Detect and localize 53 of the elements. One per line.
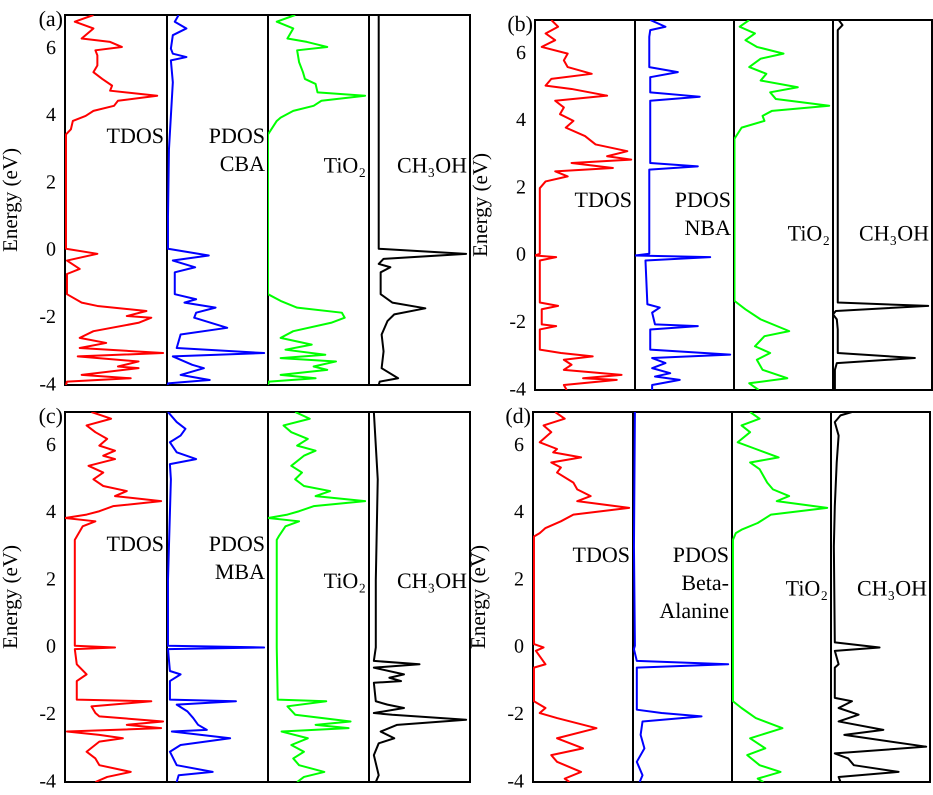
y-tick-label: 4	[516, 109, 526, 132]
y-tick-label: 4	[46, 104, 56, 126]
annotation: TiO₂	[788, 220, 830, 246]
annotation: NBA	[684, 215, 732, 240]
text: (d)	[505, 402, 531, 428]
y-tick-label: 0	[46, 238, 56, 261]
annotation: CH₃OH	[396, 568, 468, 593]
annotation: PDOS	[208, 122, 265, 148]
annotation: CH₃OH	[856, 575, 928, 600]
text: (b)	[507, 10, 533, 36]
y-axis-title: Energy (eV)	[468, 153, 492, 257]
y-tick-label: 0	[46, 636, 56, 658]
y-tick-label: 6	[46, 434, 56, 456]
annotation: TDOS	[572, 542, 630, 568]
text: (c)	[38, 402, 63, 428]
y-tick-label: -4	[509, 378, 526, 400]
y-axis-title: Energy (eV)	[0, 545, 22, 649]
annotation: MBA	[214, 558, 266, 584]
text: (a)	[38, 6, 63, 31]
annotation: TiO₂	[324, 568, 366, 593]
y-axis-title: Energy (eV)	[0, 148, 22, 252]
annotation: TDOS	[106, 530, 164, 556]
annotation: PDOS	[672, 542, 729, 568]
y-tick-label: 4	[514, 501, 524, 524]
annotation: CH₃OH	[858, 220, 930, 246]
y-tick-label: 6	[46, 36, 56, 59]
annotation: TiO₂	[786, 575, 828, 600]
y-axis-title: Energy (eV)	[466, 545, 490, 649]
y-tick-label: 0	[514, 636, 524, 658]
y-tick-label: 4	[46, 501, 56, 524]
annotation: CH₃OH	[396, 152, 468, 178]
y-tick-label: 0	[516, 244, 526, 266]
y-tick-label: 2	[516, 176, 526, 198]
y-tick-label: -2	[509, 310, 526, 333]
y-tick-label: -2	[39, 306, 56, 328]
annotation: Beta-	[681, 570, 729, 596]
annotation: TDOS	[106, 122, 164, 148]
y-tick-label: 2	[46, 568, 56, 590]
y-tick-label: -4	[39, 373, 56, 396]
annotation: PDOS	[674, 187, 731, 212]
annotation: Alanine	[659, 598, 729, 624]
annotation: CBA	[220, 150, 266, 176]
annotation: TDOS	[574, 187, 632, 212]
y-tick-label: 2	[514, 568, 524, 590]
y-tick-label: -2	[39, 702, 56, 725]
y-tick-label: -2	[507, 702, 524, 725]
annotation: PDOS	[208, 530, 265, 556]
y-tick-label: 6	[514, 434, 524, 456]
annotation: TiO₂	[324, 152, 366, 178]
y-tick-label: -4	[507, 770, 524, 792]
y-tick-label: 2	[46, 171, 56, 194]
y-tick-label: -4	[39, 770, 56, 792]
y-tick-label: 6	[516, 42, 526, 64]
